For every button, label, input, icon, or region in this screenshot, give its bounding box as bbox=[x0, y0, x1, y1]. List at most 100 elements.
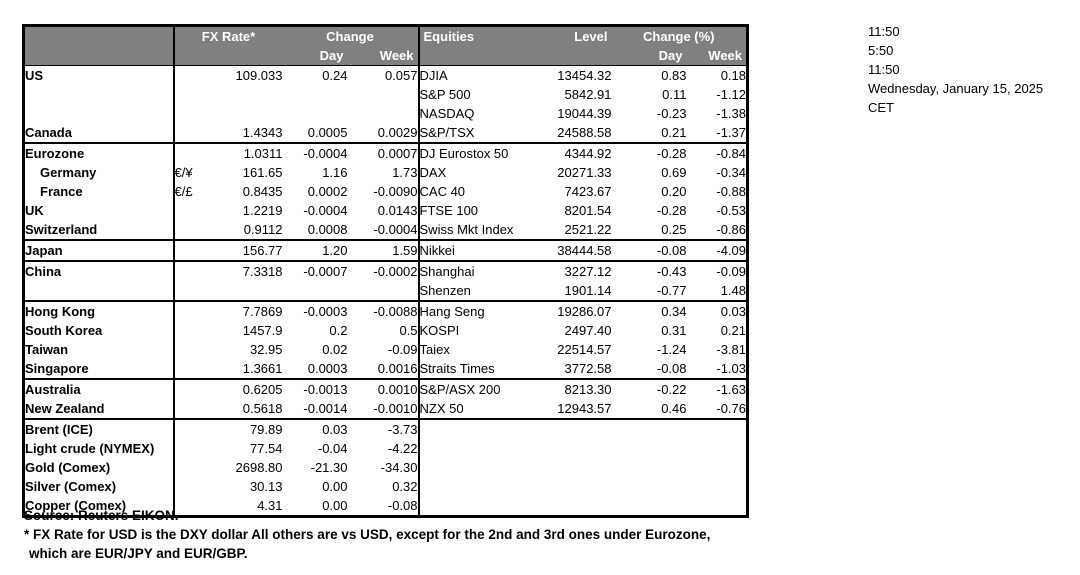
equity-level-cell bbox=[534, 458, 612, 477]
fx-rate-cell: 77.54 bbox=[249, 441, 283, 456]
table-row: US 109.033 0.24 0.057 DJIA 13454.32 0.83 0.18 bbox=[23, 65, 748, 86]
fx-day-change-cell: 0.0008 bbox=[307, 222, 348, 237]
table-row: Shenzen 1901.14 -0.77 1.48 bbox=[23, 281, 748, 301]
timestamp-line: 11:50 bbox=[868, 62, 900, 77]
equity-day-change-cell: -0.43 bbox=[656, 264, 687, 279]
table-row: Eurozone 1.0311 -0.0004 0.0007 DJ Eurostox 5… bbox=[23, 143, 748, 163]
fx-week-change-cell: 1.73 bbox=[347, 163, 420, 182]
equity-name-cell: Shanghai bbox=[419, 264, 475, 279]
equity-level-cell: 7423.67 bbox=[564, 184, 612, 199]
fx-day-change-cell: 1.16 bbox=[322, 165, 348, 180]
equity-day-change-cell: 0.46 bbox=[661, 401, 687, 416]
table-row: Australia 0.6205 -0.0013 0.0010 S&P/ASX 200 8… bbox=[23, 379, 748, 399]
fx-rate-cell: 4.31 bbox=[257, 498, 283, 513]
table-row: Gold (Comex) 2698.80 -21.30 -34.30 bbox=[23, 458, 748, 477]
currency-pair-cell bbox=[174, 379, 204, 399]
fx-day-change-cell: 0.2 bbox=[329, 323, 348, 338]
timestamp-line: 5:50 bbox=[868, 43, 894, 58]
equity-day-change-cell: 0.11 bbox=[662, 87, 687, 102]
header-equities: Equities bbox=[418, 25, 534, 66]
fx-rate-cell: 1.0311 bbox=[243, 146, 283, 161]
equity-name-cell: FTSE 100 bbox=[419, 203, 479, 218]
table-row: NASDAQ 19044.39 -0.23 -1.38 bbox=[23, 104, 748, 123]
equity-name-cell: CAC 40 bbox=[419, 184, 466, 199]
fx-week-change-cell: 0.32 bbox=[347, 477, 420, 496]
equity-name-cell: NZX 50 bbox=[419, 401, 464, 416]
equity-name-cell: Swiss Mkt Index bbox=[419, 222, 514, 237]
table-row: Light crude (NYMEX) 77.54 -0.04 -4.22 bbox=[23, 439, 748, 458]
fx-rate-cell bbox=[204, 85, 283, 104]
equity-name-cell: DJ Eurostox 50 bbox=[419, 146, 509, 161]
fx-country-cell: Gold (Comex) bbox=[23, 458, 175, 477]
equity-week-change-cell bbox=[687, 458, 748, 477]
fx-day-change-cell: -0.0007 bbox=[303, 264, 348, 279]
table-row: Copper (Comex) 4.31 0.00 -0.08 bbox=[23, 496, 748, 517]
equity-name-cell: Shenzen bbox=[419, 283, 471, 298]
equity-day-change-cell: 0.25 bbox=[661, 222, 687, 237]
currency-pair-cell bbox=[174, 281, 204, 301]
equity-week-change-cell: -1.63 bbox=[716, 382, 747, 397]
fx-rate-cell: 0.5618 bbox=[242, 401, 283, 416]
equity-week-change-cell: -3.81 bbox=[716, 342, 747, 357]
equity-level-cell: 24588.58 bbox=[557, 125, 612, 140]
fx-day-change-cell: -0.0013 bbox=[303, 382, 348, 397]
equity-week-change-cell: -4.09 bbox=[716, 243, 747, 258]
currency-pair-cell bbox=[174, 66, 204, 86]
equity-name-cell: DAX bbox=[419, 165, 447, 180]
equity-week-change-cell: -0.84 bbox=[716, 146, 747, 161]
equity-day-change-cell: 0.31 bbox=[661, 323, 687, 338]
fx-day-change-cell: 0.0003 bbox=[307, 361, 348, 376]
table-header: FX Rate* Change Equities Level Change (%… bbox=[23, 25, 748, 66]
equity-name-cell bbox=[419, 439, 534, 458]
fx-day-change-cell: 0.0002 bbox=[307, 184, 348, 199]
fx-rate-cell: 109.033 bbox=[235, 68, 283, 83]
equity-level-cell: 8213.30 bbox=[564, 382, 612, 397]
timestamp-line: 11:50 bbox=[868, 24, 900, 39]
equity-day-change-cell: 0.83 bbox=[661, 68, 687, 83]
currency-pair-cell bbox=[174, 261, 204, 281]
equity-day-change-cell: -0.22 bbox=[656, 382, 687, 397]
equity-day-change-cell: -0.23 bbox=[656, 106, 687, 121]
currency-pair-cell: €/£ bbox=[174, 184, 193, 199]
table-row: Germany €/¥ 161.65 1.16 1.73 DAX 20271.33 0.69 -… bbox=[23, 163, 748, 182]
equity-name-cell: Hang Seng bbox=[419, 304, 485, 319]
fx-country-cell: Silver (Comex) bbox=[23, 477, 175, 496]
equity-week-change-cell: 0.18 bbox=[720, 68, 747, 83]
equity-level-cell bbox=[534, 419, 612, 439]
fx-country-cell: US bbox=[23, 65, 175, 85]
table-row: South Korea 1457.9 0.2 0.5 KOSPI 2497.40 0.31 0… bbox=[23, 321, 748, 340]
fx-day-change-cell: 0.00 bbox=[322, 498, 348, 513]
currency-pair-cell bbox=[174, 321, 204, 340]
fx-week-change-cell: -0.0010 bbox=[347, 399, 420, 419]
fx-rate-cell: 32.95 bbox=[249, 342, 283, 357]
equity-week-change-cell: -1.38 bbox=[716, 106, 747, 121]
equity-level-cell: 19286.07 bbox=[557, 304, 612, 319]
equity-week-change-cell bbox=[687, 477, 748, 496]
header-corner-cell bbox=[23, 25, 175, 66]
table-row: New Zealand 0.5618 -0.0014 -0.0010 NZX 50 129… bbox=[23, 399, 748, 419]
fx-country-cell: UK bbox=[23, 201, 175, 220]
fx-country-cell: Switzerland bbox=[23, 220, 175, 240]
timezone-line: CET bbox=[868, 100, 894, 115]
fx-day-change-cell: 0.02 bbox=[322, 342, 348, 357]
fx-day-change-cell: 0.24 bbox=[322, 68, 348, 83]
currency-pair-cell bbox=[174, 104, 204, 123]
fx-country-cell: Germany bbox=[23, 163, 175, 182]
fx-day-change-cell: 0.00 bbox=[322, 479, 348, 494]
header-fx-day: Day bbox=[282, 46, 348, 66]
equity-name-cell bbox=[419, 419, 534, 439]
table-row: Japan 156.77 1.20 1.59 Nikkei 38444.58 -0.08 -4… bbox=[23, 240, 748, 261]
header-eq-week: Week bbox=[686, 46, 748, 66]
fx-country-cell: South Korea bbox=[23, 321, 175, 340]
fx-rate-cell: 7.3318 bbox=[242, 264, 283, 279]
fx-week-change-cell: -0.0002 bbox=[347, 261, 420, 281]
equity-week-change-cell: 1.48 bbox=[720, 283, 747, 298]
fx-day-change-cell: 1.20 bbox=[322, 243, 348, 258]
table-row: Hong Kong 7.7869 -0.0003 -0.0088 Hang Seng 19… bbox=[23, 301, 748, 321]
equity-level-cell: 1901.14 bbox=[564, 283, 612, 298]
fx-week-change-cell bbox=[347, 281, 420, 301]
currency-pair-cell bbox=[174, 477, 204, 496]
fx-day-change-cell: 0.0005 bbox=[307, 125, 348, 140]
header-fx-week: Week bbox=[347, 46, 420, 66]
